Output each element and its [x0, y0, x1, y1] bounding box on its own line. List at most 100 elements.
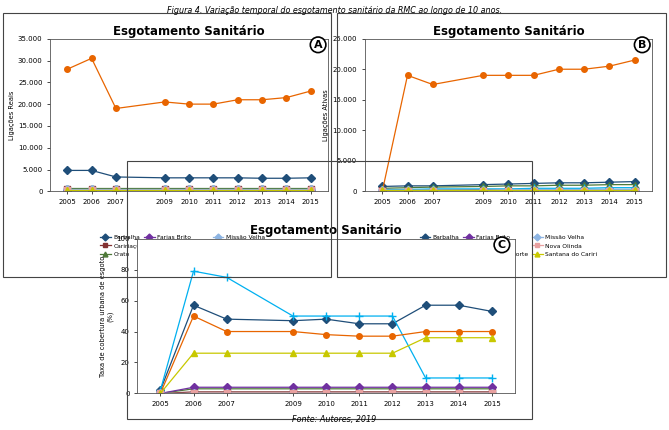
Jardim: [479, 186, 487, 191]
Farias Brito: [488, 385, 496, 390]
Crato: [421, 386, 429, 391]
Santana do Cariri: [282, 187, 290, 192]
Juazeiro do Norte: [504, 73, 512, 78]
Santana do Cariri: [157, 391, 165, 396]
Caririaçu: [63, 187, 71, 192]
Farias Brito: [504, 188, 512, 194]
Jardim: [421, 375, 429, 381]
Text: A: A: [314, 40, 322, 50]
Caririaçu: [161, 187, 169, 192]
Farias Brito: [209, 187, 217, 193]
Juazeiro do Norte: [389, 334, 397, 339]
Missão Velha: [233, 186, 242, 191]
Caririaçu: [282, 187, 290, 192]
Line: Missão Velha: Missão Velha: [64, 186, 314, 191]
Crato: [289, 386, 297, 391]
Crato: [504, 183, 512, 188]
Line: Farias Brito: Farias Brito: [158, 384, 494, 396]
Missão Velha: [580, 187, 588, 192]
Farias Brito: [161, 187, 169, 193]
Farias Brito: [631, 188, 639, 194]
Crato: [258, 185, 266, 190]
Santana do Cariri: [378, 187, 386, 193]
Jardim: [504, 186, 512, 191]
Nova Olinda: [530, 188, 538, 194]
Nova Olinda: [289, 391, 297, 396]
Jardim: [555, 186, 563, 191]
Missão Velha: [307, 186, 315, 191]
Farias Brito: [63, 187, 71, 193]
Jardim: [580, 186, 588, 191]
Barbalha: [389, 321, 397, 326]
Missão Velha: [322, 391, 330, 396]
Jardim: [233, 187, 242, 192]
Barbalha: [185, 175, 193, 181]
Nova Olinda: [88, 188, 96, 193]
Line: Jardim: Jardim: [63, 185, 315, 194]
Caririaçu: [605, 187, 613, 192]
Crato: [555, 183, 563, 188]
Farias Brito: [233, 187, 242, 193]
Missão Velha: [223, 391, 231, 396]
Barbalha: [223, 316, 231, 322]
Farias Brito: [289, 385, 297, 390]
Juazeiro do Norte: [580, 67, 588, 72]
Crato: [530, 183, 538, 188]
Barbalha: [530, 181, 538, 186]
Caririaçu: [322, 389, 330, 394]
Juazeiro do Norte: [455, 329, 463, 334]
Nova Olinda: [189, 391, 197, 396]
Text: Figura 4. Variação temporal do esgotamento sanitário da RMC ao longo de 10 anos.: Figura 4. Variação temporal do esgotamen…: [167, 6, 502, 15]
Missão Velha: [185, 186, 193, 191]
Juazeiro do Norte: [605, 64, 613, 69]
Missão Velha: [88, 186, 96, 191]
Text: B: B: [638, 40, 646, 50]
Crato: [389, 386, 397, 391]
Jardim: [189, 269, 197, 274]
Caririaçu: [289, 389, 297, 394]
Crato: [403, 185, 411, 190]
Nova Olinda: [282, 188, 290, 193]
Farias Brito: [355, 385, 363, 390]
Missão Velha: [63, 186, 71, 191]
Juazeiro do Norte: [233, 97, 242, 102]
Caririaçu: [223, 389, 231, 394]
Line: Barbalha: Barbalha: [158, 302, 494, 393]
Santana do Cariri: [161, 187, 169, 192]
Santana do Cariri: [479, 187, 487, 193]
Juazeiro do Norte: [631, 58, 639, 63]
Santana do Cariri: [88, 187, 96, 192]
Line: Caririaçu: Caririaçu: [64, 186, 314, 192]
Crato: [112, 185, 120, 190]
Missão Velha: [429, 187, 437, 193]
Juazeiro do Norte: [307, 89, 315, 94]
Santana do Cariri: [63, 187, 71, 192]
Barbalha: [631, 179, 639, 184]
Caririaçu: [455, 389, 463, 394]
Barbalha: [355, 321, 363, 326]
Line: Jardim: Jardim: [378, 184, 639, 194]
Nova Olinda: [421, 391, 429, 396]
Barbalha: [605, 180, 613, 185]
Juazeiro do Norte: [185, 101, 193, 107]
Crato: [282, 185, 290, 190]
Missão Velha: [389, 391, 397, 396]
Line: Santana do Cariri: Santana do Cariri: [379, 187, 638, 193]
Juazeiro do Norte: [322, 332, 330, 337]
Jardim: [355, 313, 363, 319]
Legend: Barbalha, Caririaçu, Crato, Farias Brito, Jardim, Juazeiro do Norte, Missão Velh: Barbalha, Caririaçu, Crato, Farias Brito…: [99, 234, 279, 258]
Nova Olinda: [209, 188, 217, 193]
Farias Brito: [185, 187, 193, 193]
Jardim: [378, 187, 386, 192]
Missão Velha: [631, 187, 639, 192]
Line: Farias Brito: Farias Brito: [64, 187, 314, 193]
Juazeiro do Norte: [223, 329, 231, 334]
Caririaçu: [530, 187, 538, 192]
Nova Olinda: [63, 188, 71, 193]
Caririaçu: [403, 187, 411, 193]
Title: Esgotamento Sanitário: Esgotamento Sanitário: [250, 224, 402, 237]
Line: Santana do Cariri: Santana do Cariri: [158, 335, 494, 396]
Santana do Cariri: [455, 335, 463, 340]
Caririaçu: [429, 187, 437, 193]
Nova Olinda: [580, 188, 588, 194]
